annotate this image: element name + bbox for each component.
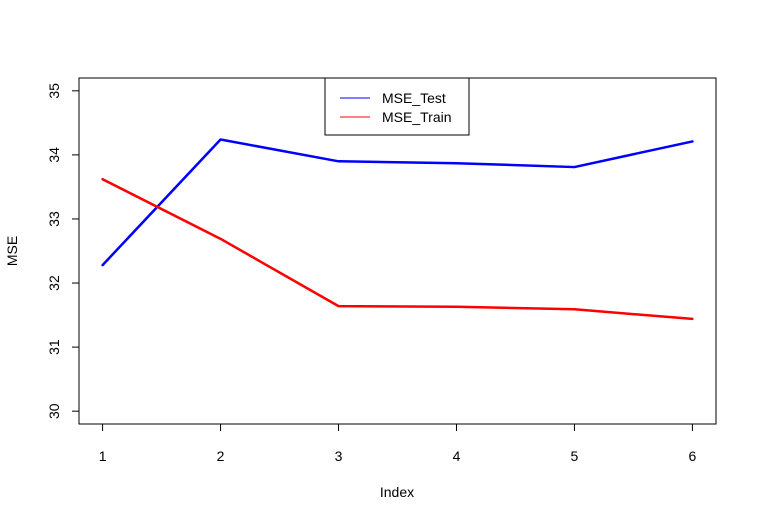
y-tick-label: 31 <box>46 339 62 355</box>
x-axis-title: Index <box>380 484 414 500</box>
y-axis-title: MSE <box>4 236 20 266</box>
y-tick-label: 35 <box>46 83 62 99</box>
legend-box <box>324 77 470 136</box>
legend: MSE_Test MSE_Train <box>324 77 470 136</box>
legend-label-mse-test: MSE_Test <box>382 90 446 106</box>
series-layer <box>101 138 694 321</box>
x-axis: 1 2 3 4 5 6 <box>99 423 697 464</box>
x-tick-label: 2 <box>217 448 225 464</box>
x-tick-label: 5 <box>571 448 579 464</box>
series-line-mse-test <box>101 138 694 267</box>
y-tick-label: 32 <box>46 275 62 291</box>
y-axis: 30 31 32 33 34 35 <box>46 83 80 419</box>
series-line-mse-train <box>101 177 694 321</box>
x-tick-label: 1 <box>99 448 107 464</box>
y-tick-label: 30 <box>46 403 62 419</box>
y-tick-label: 33 <box>46 211 62 227</box>
x-tick-label: 6 <box>689 448 697 464</box>
y-tick-label: 34 <box>46 147 62 163</box>
x-tick-label: 3 <box>335 448 343 464</box>
x-tick-label: 4 <box>453 448 461 464</box>
legend-label-mse-train: MSE_Train <box>382 109 452 125</box>
